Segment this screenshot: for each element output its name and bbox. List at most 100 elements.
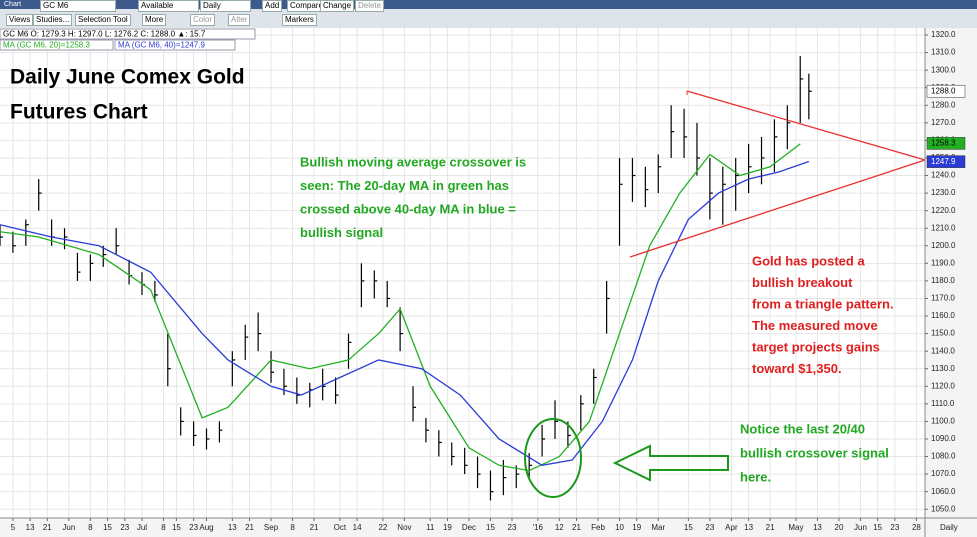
y-tick-label: 1070.0 bbox=[931, 469, 956, 478]
y-tick-label: 1080.0 bbox=[931, 452, 956, 461]
y-tick-label: 1110.0 bbox=[931, 399, 955, 408]
x-tick-label: Nov bbox=[397, 523, 411, 532]
x-tick-label: 23 bbox=[508, 523, 517, 532]
annotation: Notice the last 20/40 bbox=[740, 421, 865, 436]
y-tick-label: 1320.0 bbox=[931, 30, 956, 39]
y-tick-label: 1160.0 bbox=[931, 311, 955, 320]
delete-button[interactable]: Delete bbox=[355, 0, 385, 12]
x-tick-label: 23 bbox=[189, 523, 198, 532]
chart: GC M6 O: 1279.3 H: 1297.0 L: 1276.2 C: 1… bbox=[0, 28, 977, 537]
last-value-label: 1258.3 bbox=[931, 138, 956, 147]
more-button[interactable]: More bbox=[142, 14, 167, 26]
legend-box bbox=[0, 39, 114, 51]
x-tick-label: 13 bbox=[813, 523, 822, 532]
legend-entry: GC M6 O: 1279.3 H: 1297.0 L: 1276.2 C: 1… bbox=[3, 30, 206, 39]
x-tick-label: 15 bbox=[873, 523, 882, 532]
y-tick-label: 1220.0 bbox=[931, 206, 956, 215]
y-tick-label: 1170.0 bbox=[931, 294, 955, 303]
x-tick-label: 15 bbox=[172, 523, 181, 532]
period-label: Daily bbox=[940, 523, 958, 532]
x-tick-label: 8 bbox=[290, 523, 295, 532]
color-button[interactable]: Color bbox=[190, 14, 216, 26]
x-tick-label: 12 bbox=[555, 523, 564, 532]
change-button[interactable]: Change bbox=[320, 0, 355, 12]
compare-button[interactable]: Compare bbox=[287, 0, 326, 12]
triangle-lower bbox=[629, 159, 926, 258]
markers-button[interactable]: Markers bbox=[282, 14, 317, 26]
x-tick-label: Jun bbox=[62, 523, 75, 532]
symbol-box[interactable]: GC M6 bbox=[40, 0, 116, 12]
y-tick-label: 1280.0 bbox=[931, 100, 956, 109]
y-tick-label: 1230.0 bbox=[931, 188, 956, 197]
x-tick-label: 10 bbox=[615, 523, 624, 532]
legend-box bbox=[0, 28, 256, 40]
annotation: bullish crossover signal bbox=[740, 445, 889, 460]
x-tick-label: 13 bbox=[26, 523, 35, 532]
triangle-upper bbox=[686, 90, 926, 161]
arrow bbox=[612, 444, 729, 482]
legend-entry: MA (GC M6, 40)=1247.9 bbox=[118, 41, 205, 50]
y-tick-label: 1150.0 bbox=[931, 329, 955, 338]
ma-line bbox=[0, 160, 810, 466]
annotation: bullish signal bbox=[300, 225, 383, 240]
x-tick-label: May bbox=[788, 523, 803, 532]
y-tick-label: 1240.0 bbox=[931, 171, 956, 180]
x-tick-label: 22 bbox=[378, 523, 387, 532]
x-tick-label: Jul bbox=[137, 523, 147, 532]
x-tick-label: 23 bbox=[705, 523, 714, 532]
x-tick-label: Oct bbox=[334, 523, 347, 532]
studies-button[interactable]: Studies... bbox=[33, 14, 73, 26]
annotation: crossed above 40-day MA in blue = bbox=[300, 201, 516, 216]
y-tick-label: 1060.0 bbox=[931, 487, 956, 496]
annotation: Bullish moving average crossover is bbox=[300, 154, 526, 169]
ma-line bbox=[0, 143, 801, 472]
annotation: target projects gains bbox=[752, 339, 880, 354]
x-tick-label: 21 bbox=[310, 523, 319, 532]
x-tick-label: '16 bbox=[533, 523, 544, 532]
x-tick-label: 8 bbox=[161, 523, 166, 532]
alter-button[interactable]: Alter bbox=[228, 14, 251, 26]
views-button[interactable]: Views bbox=[6, 14, 34, 26]
x-tick-label: 15 bbox=[486, 523, 495, 532]
y-tick-label: 1050.0 bbox=[931, 504, 956, 513]
x-tick-label: Mar bbox=[651, 523, 665, 532]
annotation: The measured move bbox=[752, 318, 878, 333]
y-tick-label: 1120.0 bbox=[931, 381, 955, 390]
selection-tool[interactable]: Selection Tool bbox=[75, 14, 131, 26]
y-tick-label: 1300.0 bbox=[931, 65, 956, 74]
availability[interactable]: Available bbox=[138, 0, 199, 12]
y-tick-label: 1100.0 bbox=[931, 417, 955, 426]
x-tick-label: 15 bbox=[684, 523, 693, 532]
annotation: from a triangle pattern. bbox=[752, 296, 894, 311]
toolbar: Chart GC M6 Available Daily Add Compare … bbox=[0, 0, 977, 28]
x-tick-label: 21 bbox=[766, 523, 775, 532]
x-tick-label: Aug bbox=[199, 523, 213, 532]
x-tick-label: 8 bbox=[88, 523, 93, 532]
y-tick-label: 1310.0 bbox=[931, 48, 956, 57]
annotation: here. bbox=[740, 469, 771, 484]
x-tick-label: 15 bbox=[103, 523, 112, 532]
last-value-box bbox=[926, 137, 966, 150]
annotation: Gold has posted a bbox=[752, 253, 865, 268]
y-axis-panel bbox=[925, 28, 977, 537]
chart-title: Daily June Comex Gold bbox=[10, 66, 245, 89]
y-tick-label: 1210.0 bbox=[931, 223, 956, 232]
x-tick-label: 5 bbox=[11, 523, 16, 532]
last-value-box bbox=[926, 84, 966, 98]
y-tick-label: 1140.0 bbox=[931, 346, 955, 355]
x-tick-label: 23 bbox=[120, 523, 129, 532]
legend-box bbox=[114, 39, 236, 51]
x-tick-label: 20 bbox=[835, 523, 844, 532]
y-tick-label: 1190.0 bbox=[931, 258, 955, 267]
x-tick-label: 11 bbox=[426, 523, 435, 532]
y-tick-label: 1270.0 bbox=[931, 118, 956, 127]
window-title: Chart bbox=[0, 0, 977, 9]
x-tick-label: 14 bbox=[353, 523, 362, 532]
x-tick-label: 21 bbox=[572, 523, 581, 532]
y-tick-label: 1090.0 bbox=[931, 434, 956, 443]
add-button[interactable]: Add bbox=[262, 0, 283, 12]
x-tick-label: 28 bbox=[912, 523, 921, 532]
period[interactable]: Daily bbox=[200, 0, 251, 12]
x-tick-label: Jun bbox=[854, 523, 867, 532]
